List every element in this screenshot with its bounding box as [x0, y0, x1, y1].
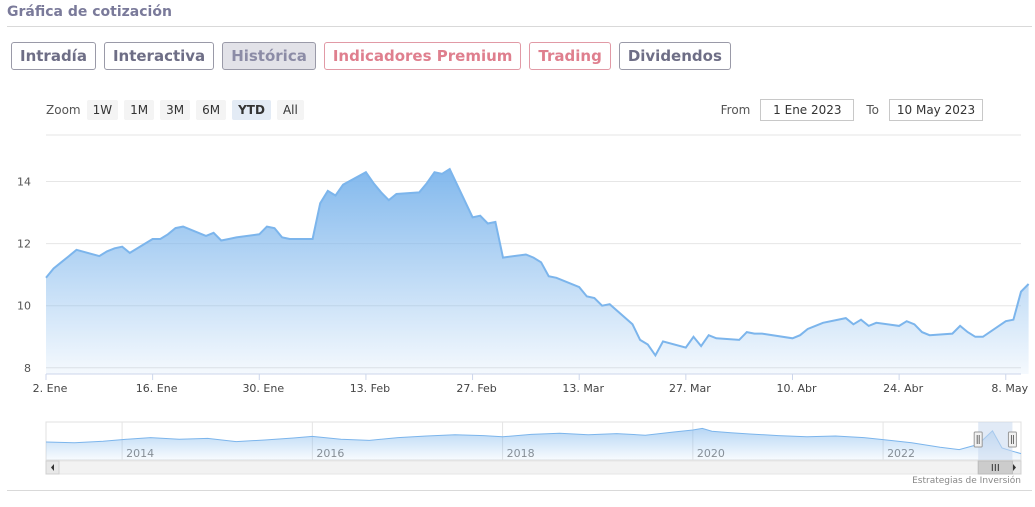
- x-tick-label: 2. Ene: [33, 382, 68, 395]
- x-tick-label: 13. Feb: [350, 382, 390, 395]
- zoom-button-1w[interactable]: 1W: [86, 100, 119, 120]
- zoom-button-3m[interactable]: 3M: [160, 100, 191, 120]
- navigator-area: [46, 428, 1021, 460]
- y-tick-label: 10: [17, 300, 31, 313]
- y-tick-label: 14: [17, 176, 31, 189]
- x-tick-label: 10. Abr: [776, 382, 816, 395]
- scroll-left-arrow-icon: [51, 464, 54, 471]
- zoom-selector: Zoom 1W 1M 3M 6M YTD All: [46, 100, 310, 120]
- from-date-input[interactable]: [760, 99, 855, 121]
- y-tick-label: 12: [17, 238, 31, 251]
- navigator-line: [45, 427, 1022, 455]
- tab-intradia[interactable]: Intradía: [11, 42, 96, 70]
- date-range-selector: From To: [721, 99, 983, 121]
- chart-credit: Estrategias de Inversión: [912, 476, 1021, 486]
- tab-indicadores-premium[interactable]: Indicadores Premium: [323, 42, 522, 70]
- tab-trading[interactable]: Trading: [529, 42, 611, 70]
- zoom-button-ytd[interactable]: YTD: [232, 100, 271, 120]
- zoom-button-1m[interactable]: 1M: [124, 100, 155, 120]
- price-line: [45, 167, 1030, 358]
- navigator-handle-right[interactable]: [1007, 431, 1017, 448]
- x-tick-label: 8. May: [991, 382, 1028, 395]
- chart-tabs: Intradía Interactiva Histórica Indicador…: [11, 42, 731, 70]
- zoom-button-all[interactable]: All: [276, 100, 304, 120]
- x-tick-label: 24. Abr: [883, 382, 923, 395]
- tab-interactiva[interactable]: Interactiva: [103, 42, 215, 70]
- to-label: To: [866, 103, 879, 117]
- tab-historica[interactable]: Histórica: [222, 42, 316, 70]
- navigator-selection[interactable]: [978, 422, 1013, 460]
- scroll-right-arrow-icon: [1013, 464, 1016, 471]
- price-area: [46, 169, 1029, 374]
- bottom-divider: [7, 490, 1032, 491]
- zoom-label: Zoom: [46, 103, 81, 117]
- x-tick-label: 30. Ene: [242, 382, 284, 395]
- x-tick-label: 16. Ene: [136, 382, 178, 395]
- x-tick-label: 27. Mar: [669, 382, 711, 395]
- x-tick-label: 13. Mar: [562, 382, 604, 395]
- from-label: From: [720, 103, 751, 117]
- page-title: Gráfica de cotización: [7, 4, 172, 20]
- x-tick-label: 27. Feb: [456, 382, 496, 395]
- tab-dividendos[interactable]: Dividendos: [618, 42, 731, 70]
- navigator-handle-left[interactable]: [973, 431, 983, 448]
- scrollbar-track[interactable]: [45, 460, 1022, 475]
- to-date-input[interactable]: [889, 99, 983, 121]
- zoom-button-6m[interactable]: 6M: [196, 100, 227, 120]
- y-tick-label: 8: [24, 362, 31, 375]
- title-divider: [7, 26, 1032, 27]
